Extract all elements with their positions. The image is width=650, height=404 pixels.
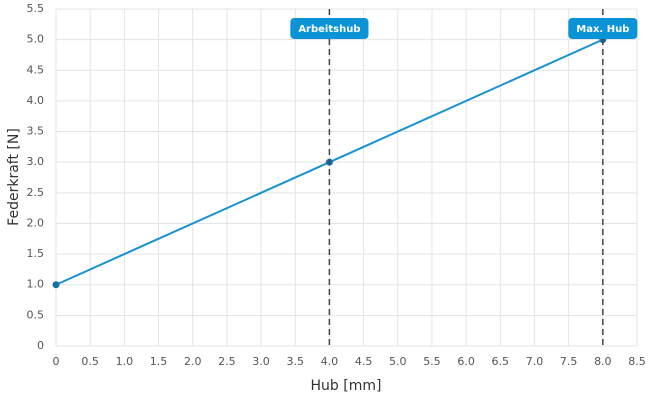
annotation-box bbox=[568, 18, 638, 39]
y-tick-label: 4.0 bbox=[27, 94, 45, 107]
x-tick-label: 0.5 bbox=[81, 355, 99, 368]
y-tick-label: 1.5 bbox=[27, 247, 45, 260]
x-tick-label: 2.5 bbox=[218, 355, 236, 368]
y-tick-label: 5.0 bbox=[27, 33, 45, 46]
annotation-label: Arbeitshub bbox=[298, 24, 360, 35]
x-tick-label: 3.0 bbox=[252, 355, 270, 368]
annotation-box bbox=[290, 18, 369, 39]
x-tick-label: 7.5 bbox=[560, 355, 578, 368]
x-tick-label: 2.0 bbox=[184, 355, 202, 368]
y-tick-label: 0 bbox=[37, 339, 44, 352]
x-tick-label: 4.5 bbox=[355, 355, 373, 368]
y-tick-label: 2.0 bbox=[27, 216, 45, 229]
data-point bbox=[52, 281, 60, 289]
x-tick-label: 5.5 bbox=[423, 355, 441, 368]
y-tick-label: 3.5 bbox=[27, 125, 45, 138]
x-tick-label: 3.5 bbox=[286, 355, 304, 368]
y-tick-label: 5.5 bbox=[27, 2, 45, 15]
x-tick-label: 6.5 bbox=[492, 355, 510, 368]
annotation-label: Max. Hub bbox=[576, 24, 629, 35]
x-axis-label: Hub [mm] bbox=[311, 378, 382, 394]
x-tick-label: 8.0 bbox=[594, 355, 612, 368]
x-tick-label: 7.0 bbox=[526, 355, 544, 368]
x-tick-label: 4.0 bbox=[321, 355, 339, 368]
x-tick-label: 6.0 bbox=[457, 355, 475, 368]
y-tick-label: 4.5 bbox=[27, 63, 45, 76]
x-tick-label: 0 bbox=[53, 355, 60, 368]
x-tick-label: 8.5 bbox=[628, 355, 646, 368]
x-tick-label: 1.0 bbox=[116, 355, 134, 368]
y-axis-label: Federkraft [N] bbox=[6, 128, 22, 226]
x-tick-label: 1.5 bbox=[150, 355, 168, 368]
x-tick-label: 5.0 bbox=[389, 355, 407, 368]
y-tick-label: 1.0 bbox=[27, 278, 45, 291]
y-tick-label: 2.5 bbox=[27, 186, 45, 199]
y-tick-label: 3.0 bbox=[27, 155, 45, 168]
y-tick-label: 0.5 bbox=[27, 308, 45, 321]
